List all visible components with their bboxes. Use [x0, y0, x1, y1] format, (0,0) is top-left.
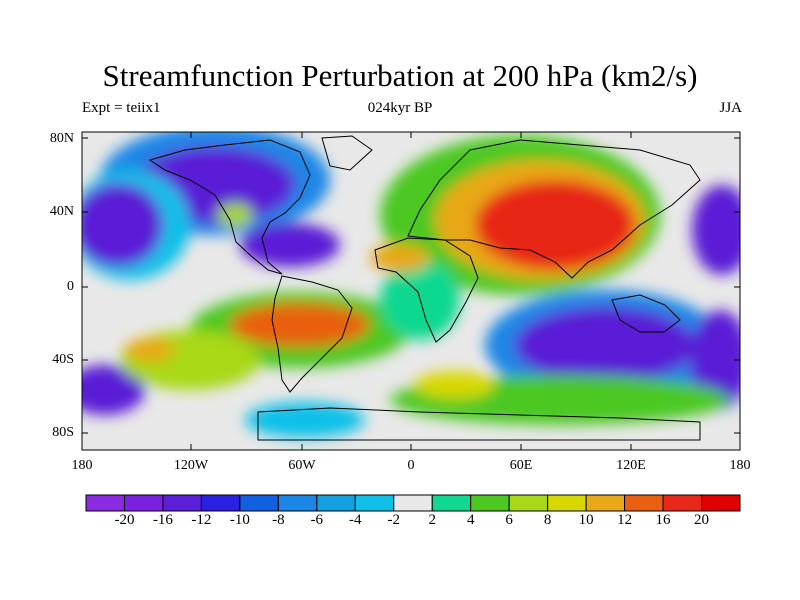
lon-tick-60w: 60W [288, 458, 316, 473]
lat-tick-80n: 80N [49, 131, 74, 146]
pos-westafrica [370, 244, 430, 272]
pos-southernocean-core [415, 371, 495, 399]
colorbar-label: -16 [152, 512, 173, 528]
lon-tick-60e: 60E [509, 458, 533, 473]
neg-indianocean-core [515, 307, 695, 383]
pos-westcoast [217, 203, 253, 227]
lat-tick-40n: 40N [49, 204, 74, 219]
colorbar-box [701, 494, 741, 512]
colorbar-box [162, 494, 202, 512]
colorbar-box [585, 494, 626, 512]
time-label: 024kyr BP [367, 100, 433, 116]
neg-antarctic [245, 402, 365, 438]
colorbar-label: 10 [578, 512, 594, 528]
neg-southpacific-core [82, 365, 145, 415]
colorbar-box [239, 494, 279, 512]
colorbar-box [470, 494, 510, 512]
neg-eastedge-north [692, 185, 740, 275]
colorbar-label: 8 [543, 512, 552, 528]
colorbar-box [662, 494, 703, 512]
colorbar-label: -4 [349, 512, 362, 528]
colorbar-label: 12 [617, 512, 633, 528]
colorbar-box [277, 494, 318, 512]
lon-tick-180e: 180 [729, 458, 751, 473]
colorbar-box [624, 494, 664, 512]
colorbar-box [547, 494, 587, 512]
colorbar-label: -12 [191, 512, 212, 528]
lon-tick-180w: 180 [71, 458, 93, 473]
experiment-label: Expt = teiix1 [82, 100, 161, 116]
colorbar-label: 16 [655, 512, 671, 528]
pos-southamerica-core [230, 303, 370, 347]
colorbar-label: 6 [505, 512, 513, 528]
neg-gulf-core [240, 223, 340, 267]
lat-tick-40s: 40S [52, 352, 74, 367]
colorbar-box [316, 494, 356, 512]
colorbar-label: -20 [114, 512, 135, 528]
colorbar-label: 2 [428, 512, 436, 528]
neg-eastedge-south [690, 310, 740, 410]
pos-southpacific-core [125, 338, 175, 362]
colorbar-box [354, 494, 395, 512]
season-label: JJA [719, 100, 742, 116]
plot-title: Streamfunction Perturbation at 200 hPa (… [102, 58, 698, 93]
lat-tick-80s: 80S [52, 425, 74, 440]
colorbar-box [431, 494, 472, 512]
colorbar-label: -2 [387, 512, 401, 528]
lon-tick-120w: 120W [173, 458, 209, 473]
coastlines [148, 135, 701, 441]
colorbar-box [200, 494, 241, 512]
pos-eurasia-core [475, 180, 635, 270]
neg-pacific-core [82, 183, 163, 267]
colorbar [85, 494, 741, 512]
colorbar-label: -10 [229, 512, 250, 528]
lon-tick-120e: 120E [616, 458, 646, 473]
colorbar-box [85, 494, 125, 512]
streamfunction-field [82, 132, 740, 450]
colorbar-box [123, 494, 164, 512]
colorbar-box [508, 494, 549, 512]
lat-tick-0: 0 [67, 279, 74, 294]
axis-ticks [82, 132, 740, 450]
colorbar-label: -8 [272, 512, 285, 528]
colorbar-box [393, 494, 433, 512]
colorbar-label: -6 [310, 512, 324, 528]
colorbar-label: 4 [466, 512, 475, 528]
colorbar-label: 20 [694, 512, 710, 528]
lon-tick-0: 0 [407, 458, 415, 473]
